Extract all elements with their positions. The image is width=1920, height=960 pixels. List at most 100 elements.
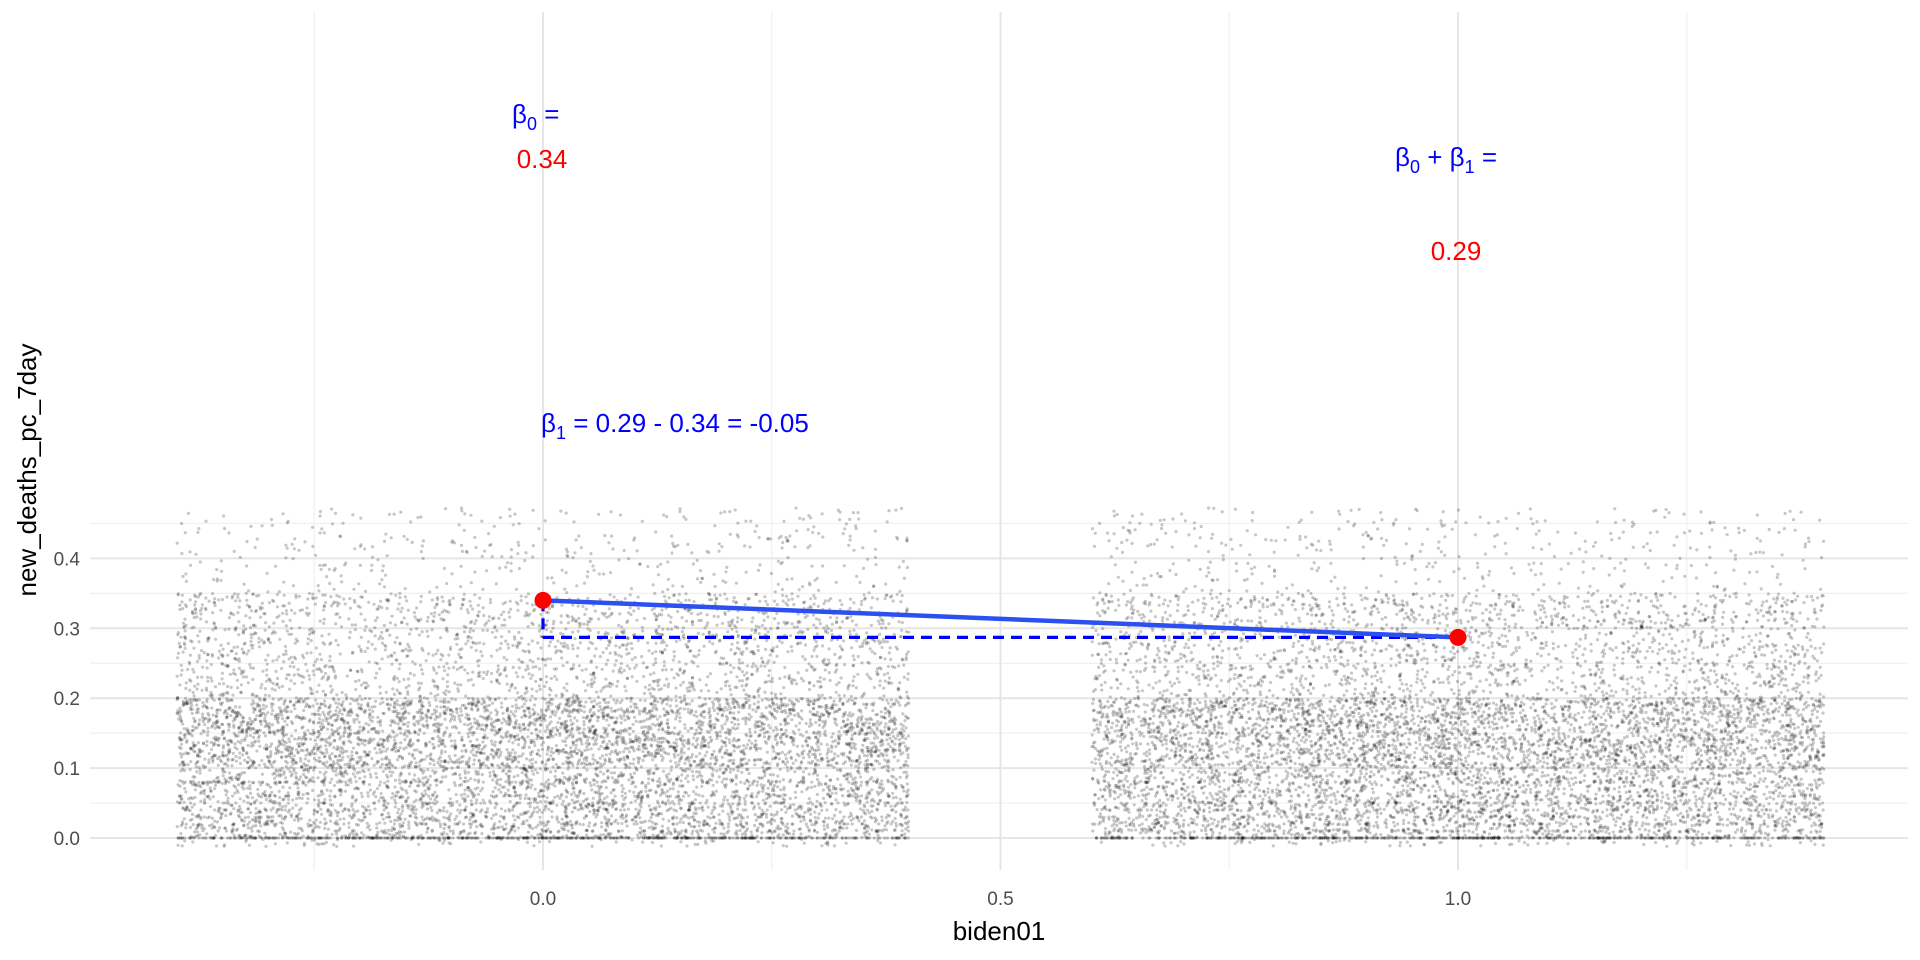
data-point xyxy=(525,770,529,774)
data-point xyxy=(418,729,422,733)
data-point xyxy=(854,686,859,690)
data-point xyxy=(488,698,492,702)
data-point xyxy=(311,669,315,673)
data-point xyxy=(729,648,733,652)
data-point xyxy=(675,672,679,676)
data-point xyxy=(326,810,330,814)
data-point xyxy=(791,730,795,734)
data-point xyxy=(312,836,316,840)
data-point xyxy=(703,626,707,630)
data-point xyxy=(906,746,911,750)
data-point xyxy=(582,710,587,714)
data-point xyxy=(864,721,868,725)
data-point xyxy=(210,654,214,658)
data-point xyxy=(792,625,796,629)
data-point xyxy=(830,622,835,626)
data-point xyxy=(183,736,187,740)
data-point xyxy=(810,564,814,568)
data-point xyxy=(748,747,752,751)
data-point xyxy=(527,782,531,786)
data-point xyxy=(801,585,805,589)
data-point xyxy=(893,816,897,821)
data-point xyxy=(524,595,528,599)
data-point xyxy=(348,762,352,766)
data-point xyxy=(699,758,703,762)
data-point xyxy=(245,652,249,656)
data-point xyxy=(804,739,808,743)
data-point xyxy=(629,587,634,591)
data-point xyxy=(727,822,731,826)
data-point xyxy=(386,735,390,739)
data-point xyxy=(381,817,385,821)
data-point xyxy=(823,696,827,701)
data-point xyxy=(810,785,814,790)
data-point xyxy=(469,604,473,608)
data-point xyxy=(727,753,731,757)
data-point xyxy=(679,751,683,755)
data-point xyxy=(482,670,486,675)
data-point xyxy=(565,836,569,840)
data-point xyxy=(692,818,696,822)
data-point xyxy=(380,697,384,701)
data-point xyxy=(827,658,831,662)
data-point xyxy=(673,625,677,629)
data-point xyxy=(687,710,691,714)
data-point xyxy=(195,708,199,712)
data-point xyxy=(779,788,783,792)
data-point xyxy=(750,833,754,837)
data-point xyxy=(343,563,347,567)
data-point xyxy=(215,776,219,781)
data-point xyxy=(237,620,241,624)
data-point xyxy=(657,624,661,629)
data-point xyxy=(289,679,293,683)
data-point xyxy=(338,652,342,656)
data-point xyxy=(657,728,661,732)
data-point xyxy=(489,739,494,743)
data-point xyxy=(750,628,754,632)
data-point xyxy=(747,738,751,743)
data-point xyxy=(903,821,908,825)
data-point xyxy=(866,780,870,784)
data-point xyxy=(368,772,372,776)
data-point xyxy=(443,836,447,840)
data-point xyxy=(411,754,415,758)
data-point xyxy=(534,679,538,684)
data-point xyxy=(885,698,889,702)
data-point xyxy=(513,512,517,516)
data-point xyxy=(805,825,810,829)
data-point xyxy=(443,750,447,754)
data-point xyxy=(385,836,389,840)
data-point xyxy=(226,641,230,646)
data-point xyxy=(398,591,402,596)
data-point xyxy=(735,533,739,537)
data-point xyxy=(339,735,343,739)
data-point xyxy=(649,788,653,792)
data-point xyxy=(852,601,856,605)
data-point xyxy=(395,676,400,681)
data-point xyxy=(346,765,350,769)
data-point xyxy=(803,811,807,815)
data-point xyxy=(696,664,700,668)
data-point xyxy=(206,639,210,643)
data-point xyxy=(412,673,416,677)
data-point xyxy=(597,617,601,621)
data-point xyxy=(188,550,192,554)
data-point xyxy=(497,755,501,759)
data-point xyxy=(457,765,461,769)
data-point xyxy=(233,657,237,661)
data-point xyxy=(835,768,840,772)
data-point xyxy=(419,697,423,702)
data-point xyxy=(297,548,301,552)
data-point xyxy=(900,593,904,598)
data-point xyxy=(326,808,330,812)
data-point xyxy=(280,731,284,735)
data-point xyxy=(848,597,853,601)
data-point xyxy=(743,799,747,804)
data-point xyxy=(366,804,371,808)
data-point xyxy=(631,729,636,733)
data-point xyxy=(338,708,342,712)
data-point xyxy=(351,746,356,750)
data-point xyxy=(644,783,648,787)
data-point xyxy=(669,620,673,624)
data-point xyxy=(744,722,748,726)
